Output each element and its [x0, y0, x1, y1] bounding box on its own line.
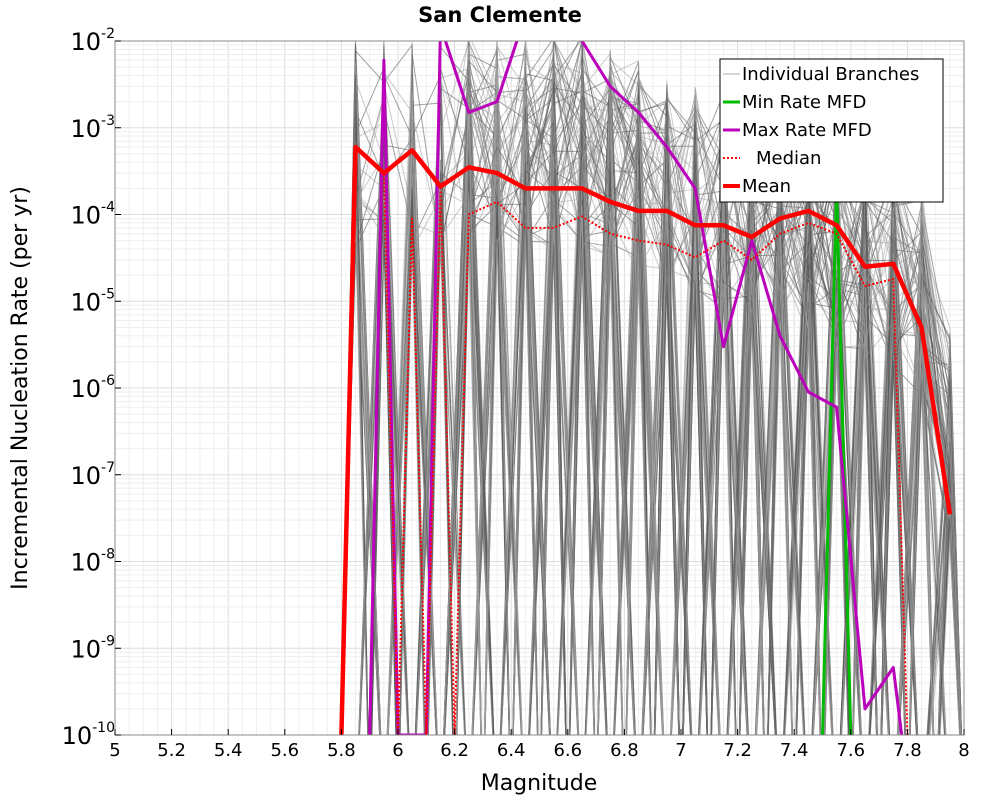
branch-line: [341, 84, 961, 735]
y-tick-exponent: -5: [101, 286, 115, 302]
x-tick-label: 5.4: [214, 740, 243, 761]
branch-line: [340, 54, 962, 735]
legend-label: Mean: [742, 176, 791, 197]
x-tick-label: 6.4: [497, 740, 526, 761]
legend-label: Median: [756, 148, 821, 169]
y-tick-exponent: -3: [101, 113, 115, 129]
branch-line: [340, 144, 962, 735]
x-tick-label: 6: [392, 740, 403, 761]
y-tick-exponent: -9: [101, 633, 115, 649]
legend-item-max-rate-mfd: Max Rate MFD: [723, 120, 872, 141]
y-tick-label: 10-8: [70, 547, 115, 577]
y-axis-label: Incremental Nucleation Rate (per yr): [8, 186, 33, 590]
x-tick-label: 7.8: [893, 740, 922, 761]
y-tick-label: 10-4: [70, 200, 115, 230]
branch-line: [340, 56, 962, 735]
legend-label: Max Rate MFD: [742, 120, 872, 141]
y-tick-base: 10: [62, 722, 93, 750]
y-tick-label: 10-6: [70, 373, 115, 403]
y-tick-base: 10: [70, 202, 101, 230]
x-tick-label: 5.8: [327, 740, 356, 761]
legend-item-min-rate-mfd: Min Rate MFD: [723, 92, 866, 113]
y-tick-label: 10-5: [70, 286, 115, 316]
x-axis-label: Magnitude: [481, 771, 598, 796]
x-tick-label: 5.6: [270, 740, 299, 761]
x-tick-label: 5: [109, 740, 120, 761]
branch-line: [340, 41, 962, 735]
x-tick-label: 6.6: [553, 740, 582, 761]
x-tick-label: 7.6: [836, 740, 865, 761]
y-tick-base: 10: [70, 462, 101, 490]
y-tick-exponent: -8: [101, 547, 115, 563]
branch-line: [340, 76, 962, 735]
x-tick-label: 7.2: [723, 740, 752, 761]
legend-item-median: Median: [723, 148, 821, 169]
y-tick-base: 10: [70, 28, 101, 56]
y-tick-label: 10-2: [70, 26, 115, 56]
max-rate-mfd-line: [368, 41, 904, 735]
y-tick-base: 10: [70, 288, 101, 316]
x-tick-label: 7.4: [780, 740, 809, 761]
x-tick-label: 6.2: [440, 740, 469, 761]
legend-item-individual-branches: Individual Branches: [723, 64, 919, 85]
x-tick-label: 6.8: [610, 740, 639, 761]
chart-title: San Clemente: [418, 3, 582, 27]
legend-label: Min Rate MFD: [742, 92, 866, 113]
legend-label: Individual Branches: [742, 64, 919, 85]
y-tick-label: 10-9: [70, 633, 115, 663]
branch-line: [341, 69, 962, 735]
y-tick-exponent: -10: [92, 720, 115, 736]
branch-line: [340, 75, 961, 735]
y-tick-label: 10-10: [62, 720, 115, 750]
y-tick-exponent: -2: [101, 26, 115, 42]
y-tick-base: 10: [70, 115, 101, 143]
y-tick-exponent: -7: [101, 460, 115, 476]
legend-item-mean: Mean: [723, 176, 791, 197]
branch-line: [340, 41, 961, 735]
branch-line: [341, 155, 961, 735]
y-tick-base: 10: [70, 375, 101, 403]
y-tick-label: 10-3: [70, 113, 115, 143]
branch-line: [340, 63, 962, 735]
legend: Individual Branches Min Rate MFD Max Rate …: [719, 58, 944, 203]
x-tick-label: 7: [675, 740, 686, 761]
mean-line: [339, 144, 953, 735]
branch-line: [341, 60, 850, 735]
branch-line: [340, 49, 962, 735]
y-tick-base: 10: [70, 635, 101, 663]
y-tick-label: 10-7: [70, 460, 115, 490]
y-tick-base: 10: [70, 549, 101, 577]
branch-line: [340, 67, 961, 735]
y-tick-exponent: -4: [101, 200, 115, 216]
x-tick-label: 8: [958, 740, 969, 761]
y-tick-exponent: -6: [101, 373, 115, 389]
legend-box: [719, 58, 944, 203]
median-line: [340, 146, 909, 735]
branch-line: [340, 46, 962, 735]
axis-ticks: 5 5.2 5.4 5.6 5.8 6 6.2 6.4 6.6 6.8 7 7.2 7.4 7.6 7.8 8…: [62, 26, 970, 761]
x-tick-label: 5.2: [157, 740, 186, 761]
branch-line: [341, 42, 962, 735]
